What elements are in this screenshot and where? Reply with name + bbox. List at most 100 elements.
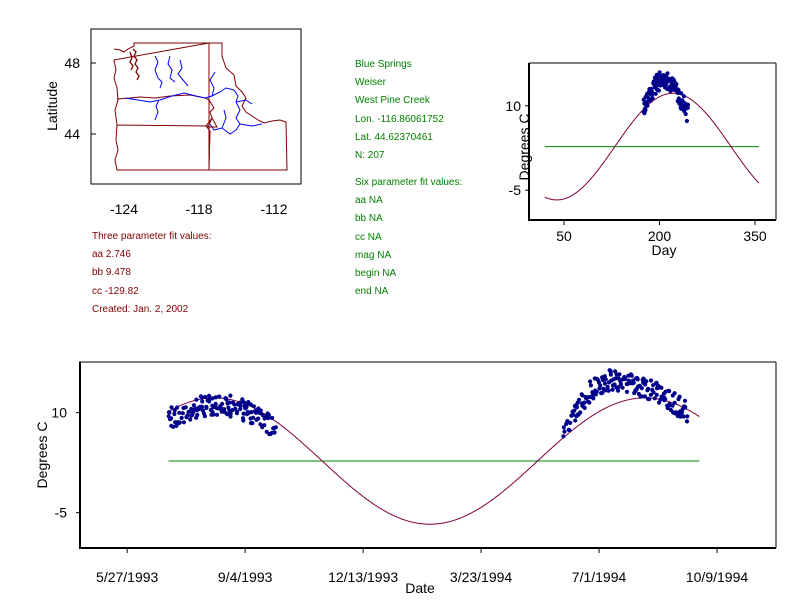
site-info: Blue Springs Weiser West Pine Creek Lon.… — [355, 56, 444, 165]
data-point — [595, 390, 599, 394]
ytick-label: -5 — [55, 505, 68, 521]
xtick-label: 9/4/1993 — [218, 569, 273, 585]
xtick-label: 50 — [556, 228, 572, 244]
data-point — [169, 405, 173, 409]
six-param-mag: mag NA — [355, 247, 462, 265]
data-point — [647, 397, 651, 401]
xtick-label: 3/23/1994 — [450, 569, 512, 585]
data-point — [685, 419, 689, 423]
data-point — [224, 397, 228, 401]
data-point — [589, 383, 593, 387]
data-point — [235, 410, 239, 414]
data-point — [195, 413, 199, 417]
data-point — [204, 405, 208, 409]
data-point — [646, 387, 650, 391]
three-param-aa: aa 2.746 — [92, 246, 212, 264]
site-stream: West Pine Creek — [355, 92, 444, 110]
data-point — [632, 381, 636, 385]
ytick-label: -5 — [509, 182, 522, 198]
data-point — [194, 398, 198, 402]
data-point — [587, 400, 591, 404]
data-point — [273, 430, 277, 434]
data-point — [252, 404, 256, 408]
data-point — [267, 413, 271, 417]
data-point — [655, 393, 659, 397]
seasonal-plot-area — [529, 63, 776, 220]
data-point — [562, 425, 566, 429]
data-point — [607, 389, 611, 393]
xtick-label: 7/1/1994 — [572, 569, 627, 585]
map-frame — [91, 29, 301, 184]
xtick-label: 12/13/1993 — [328, 569, 398, 585]
data-point — [250, 421, 254, 425]
data-point — [683, 399, 687, 403]
data-point — [685, 414, 689, 418]
data-point — [674, 82, 678, 86]
data-point — [658, 70, 662, 74]
data-point — [684, 112, 688, 116]
data-point — [577, 398, 581, 402]
data-point — [168, 417, 172, 421]
data-point — [603, 381, 607, 385]
data-point — [604, 377, 608, 381]
data-point — [256, 417, 260, 421]
data-point — [659, 386, 663, 390]
data-point — [568, 421, 572, 425]
data-point — [645, 104, 649, 108]
data-point — [199, 394, 203, 398]
data-point — [617, 372, 621, 376]
data-point — [682, 94, 686, 98]
six-param-info: Six parameter fit values: aa NA bb NA cc… — [355, 174, 462, 301]
map-xtick-118: -118 — [186, 201, 213, 217]
data-point — [188, 417, 192, 421]
data-point — [600, 391, 604, 395]
data-point — [591, 396, 595, 400]
data-point — [583, 406, 587, 410]
data-point — [649, 378, 653, 382]
data-point — [175, 405, 179, 409]
six-param-begin: begin NA — [355, 265, 462, 283]
data-point — [184, 405, 188, 409]
data-point — [673, 391, 677, 395]
data-point — [611, 388, 615, 392]
data-point — [178, 420, 182, 424]
data-point — [180, 416, 184, 420]
seasonal-ylabel: Degrees C — [516, 114, 532, 181]
data-point — [573, 418, 577, 422]
six-param-bb: bb NA — [355, 210, 462, 228]
data-point — [651, 96, 655, 100]
data-point — [673, 401, 677, 405]
map-ytick-48: 48 — [64, 55, 80, 71]
data-point — [203, 414, 207, 418]
data-point — [644, 379, 648, 383]
data-point — [667, 389, 671, 393]
six-param-title: Six parameter fit values: — [355, 174, 462, 192]
data-point — [657, 88, 661, 92]
data-point — [567, 428, 571, 432]
data-point — [262, 423, 266, 427]
six-param-cc: cc NA — [355, 229, 462, 247]
data-point — [200, 405, 204, 409]
data-point — [259, 408, 263, 412]
data-point — [582, 401, 586, 405]
map-ylabel: Latitude — [44, 81, 60, 131]
three-param-info: Three parameter fit values: aa 2.746 bb … — [92, 228, 212, 319]
timeseries-xlabel: Date — [405, 580, 435, 596]
data-point — [239, 404, 243, 408]
site-lat: Lat. 44.62370461 — [355, 129, 444, 147]
map-ytick-44: 44 — [64, 126, 80, 142]
timeseries-ylabel: Degrees C — [34, 422, 50, 489]
data-point — [270, 416, 274, 420]
created-date: Created: Jan. 2, 2002 — [92, 301, 212, 319]
data-point — [683, 405, 687, 409]
data-point — [663, 397, 667, 401]
data-point — [686, 103, 690, 107]
data-point — [621, 386, 625, 390]
three-param-bb: bb 9.478 — [92, 264, 212, 282]
data-point — [172, 412, 176, 416]
xtick-label: 10/9/1994 — [686, 569, 748, 585]
xtick-label: 200 — [648, 228, 672, 244]
data-point — [609, 373, 613, 377]
site-lon: Lon. -116.86061752 — [355, 111, 444, 129]
map-panel: 48 44 -124 -118 -112 Latitude — [44, 29, 301, 217]
